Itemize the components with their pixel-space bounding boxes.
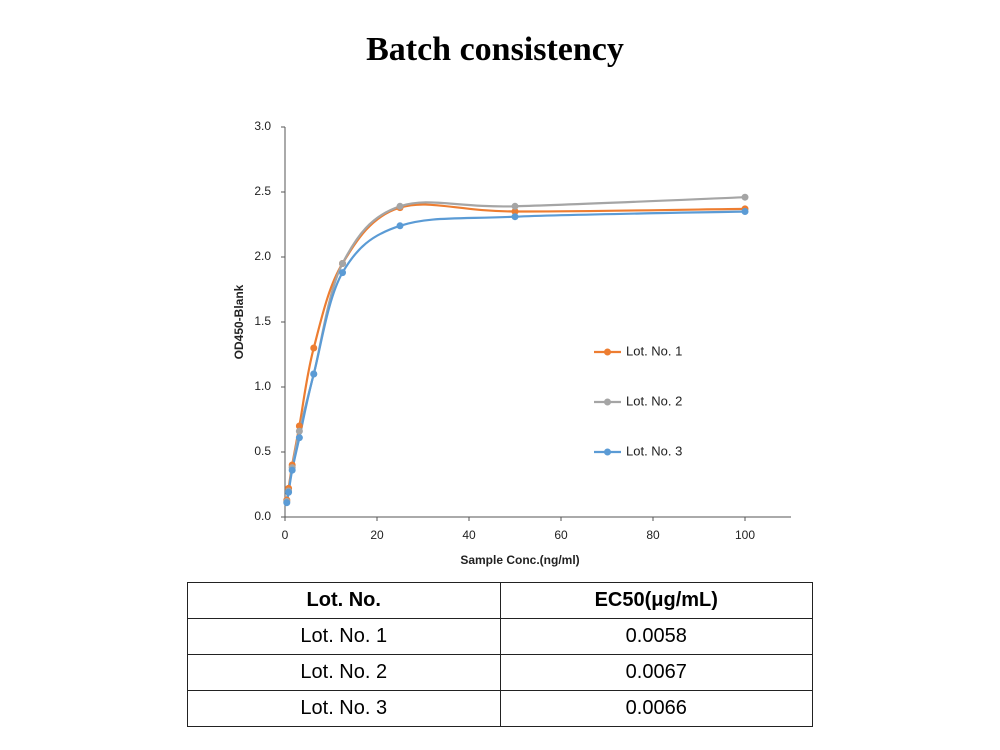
chart: Batch consistency Sample Conc.(ng/ml) OD… — [232, 31, 791, 567]
x-tick-label: 80 — [646, 528, 660, 542]
y-tick-label: 0.0 — [254, 509, 271, 523]
cell: 0.0067 — [499, 654, 813, 691]
y-axis-label: OD450-Blank — [232, 284, 246, 359]
x-tick-label: 60 — [554, 528, 568, 542]
legend-marker — [604, 348, 611, 356]
data-point — [511, 202, 519, 210]
legend-marker — [604, 448, 611, 456]
ec50-table: Lot. No. EC50(μg/mL) Lot. No. 1 0.0058 Lo… — [187, 582, 813, 727]
chart-title: Batch consistency — [366, 31, 624, 68]
data-point — [511, 213, 519, 221]
x-tick-label: 40 — [462, 528, 476, 542]
x-tick-label: 0 — [282, 528, 289, 542]
header-cell: EC50(μg/mL) — [499, 582, 813, 619]
data-point — [396, 222, 404, 230]
table-header: Lot. No. EC50(μg/mL) — [187, 582, 813, 619]
legend-label: Lot. No. 2 — [626, 393, 682, 408]
data-point — [285, 488, 293, 496]
legend-label: Lot. No. 1 — [626, 343, 682, 358]
y-tick-label: 2.5 — [254, 184, 271, 198]
data-point — [295, 427, 303, 435]
data-point — [310, 370, 318, 378]
data-point — [310, 344, 318, 352]
table-row: Lot. No. 3 0.0066 — [187, 690, 813, 727]
y-tick-label: 0.5 — [254, 444, 271, 458]
cell: Lot. No. 2 — [187, 654, 501, 691]
table-row: Lot. No. 2 0.0067 — [187, 654, 813, 691]
data-point — [511, 208, 519, 215]
legend-marker — [604, 398, 611, 406]
y-tick-label: 1.5 — [254, 314, 271, 328]
data-point — [295, 434, 303, 442]
x-axis-label: Sample Conc.(ng/ml) — [460, 553, 579, 567]
series-line — [285, 210, 746, 503]
cell: Lot. No. 1 — [187, 618, 501, 655]
cell: 0.0066 — [499, 690, 813, 727]
data-point — [741, 208, 749, 215]
data-point — [283, 499, 291, 507]
data-point — [741, 193, 749, 201]
x-tick-label: 20 — [370, 528, 384, 542]
y-tick-label: 1.0 — [254, 379, 271, 393]
x-tick-label: 100 — [735, 528, 755, 542]
y-tick-label: 2.0 — [254, 249, 271, 263]
y-tick-label: 3.0 — [254, 119, 271, 133]
legend-label: Lot. No. 3 — [626, 443, 682, 458]
data-point — [339, 269, 346, 277]
data-point — [288, 466, 296, 474]
data-point — [339, 260, 346, 267]
data-point — [396, 202, 404, 210]
cell: 0.0058 — [499, 618, 813, 655]
header-cell: Lot. No. — [187, 582, 501, 619]
cell: Lot. No. 3 — [187, 690, 501, 727]
data-point — [295, 422, 303, 430]
table-row: Lot. No. 1 0.0058 — [187, 618, 813, 655]
